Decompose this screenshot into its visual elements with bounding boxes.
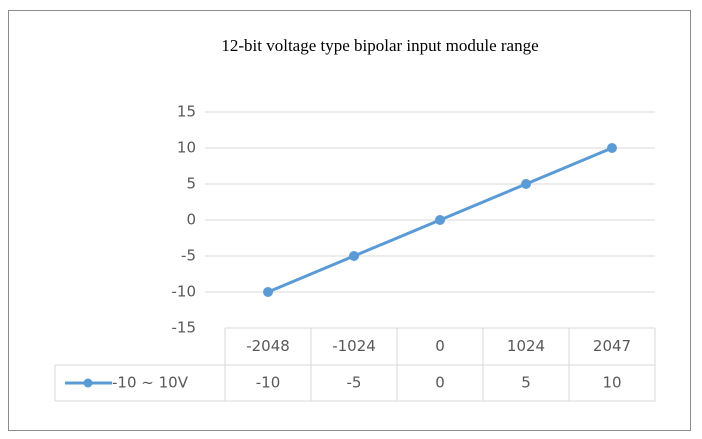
x-tick-label: 0 <box>435 337 445 355</box>
chart-title: 12-bit voltage type bipolar input module… <box>221 36 538 55</box>
y-tick-label: -5 <box>181 247 196 265</box>
y-tick-label: 0 <box>186 211 196 229</box>
x-tick-label: -1024 <box>332 337 376 355</box>
y-tick-label: 10 <box>177 139 196 157</box>
table-value: -10 <box>256 374 281 392</box>
table-value: -5 <box>347 374 362 392</box>
table-value: 5 <box>521 374 531 392</box>
point <box>607 143 617 153</box>
y-tick-label: -10 <box>172 283 197 301</box>
table-value: 0 <box>435 374 445 392</box>
x-tick-label: 2047 <box>593 337 631 355</box>
y-tick-label: -15 <box>172 319 197 337</box>
point <box>263 287 273 297</box>
y-tick-label: 15 <box>177 103 196 121</box>
x-tick-label: 1024 <box>507 337 545 355</box>
point <box>349 251 359 261</box>
point <box>435 215 445 225</box>
point <box>521 179 531 189</box>
legend-marker <box>83 378 93 388</box>
legend-label: -10 ~ 10V <box>112 374 189 392</box>
y-tick-label: 5 <box>186 175 196 193</box>
x-tick-label: -2048 <box>246 337 290 355</box>
table-value: 10 <box>602 374 621 392</box>
